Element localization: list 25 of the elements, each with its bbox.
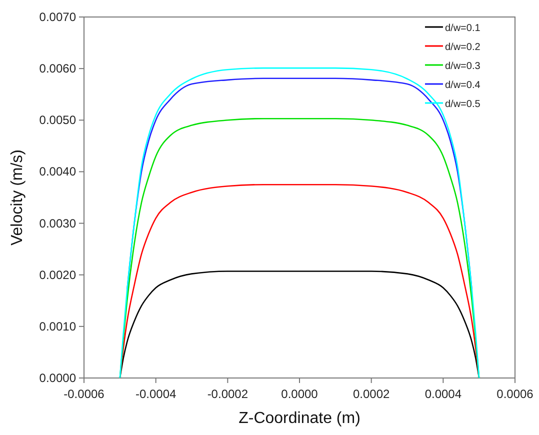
x-tick-label: -0.0002: [207, 387, 248, 401]
legend-label: d/w=0.1: [445, 23, 481, 34]
y-tick-label: 0.0010: [39, 319, 76, 334]
y-tick-label: 0.0050: [39, 113, 76, 128]
x-tick-label: 0.0002: [352, 387, 390, 401]
legend-label: d/w=0.5: [445, 99, 481, 110]
y-tick-label: 0.0000: [39, 371, 76, 385]
y-tick-label: 0.0060: [39, 62, 76, 76]
y-tick-label: 0.0030: [39, 216, 76, 230]
line-series: [119, 118, 480, 379]
x-tick-label: 0.0004: [424, 387, 462, 401]
x-tick-label: -0.0004: [135, 387, 177, 401]
legend-label: d/w=0.2: [445, 42, 481, 53]
x-tick-label: -0.0006: [64, 387, 105, 401]
line-series: [119, 270, 480, 379]
y-tick-label: 0.0070: [39, 10, 76, 24]
y-tick-label: 0.0040: [39, 164, 76, 179]
x-tick-label: 0.0000: [281, 387, 318, 401]
x-axis-title: Z-Coordinate (m): [238, 410, 360, 427]
legend-label: d/w=0.4: [445, 80, 481, 91]
y-axis-title: Velocity (m/s): [9, 149, 26, 246]
line-series: [119, 184, 480, 379]
legend-label: d/w=0.3: [445, 61, 481, 72]
x-tick-label: 0.0006: [496, 387, 534, 401]
y-tick-label: 0.0020: [39, 268, 76, 282]
